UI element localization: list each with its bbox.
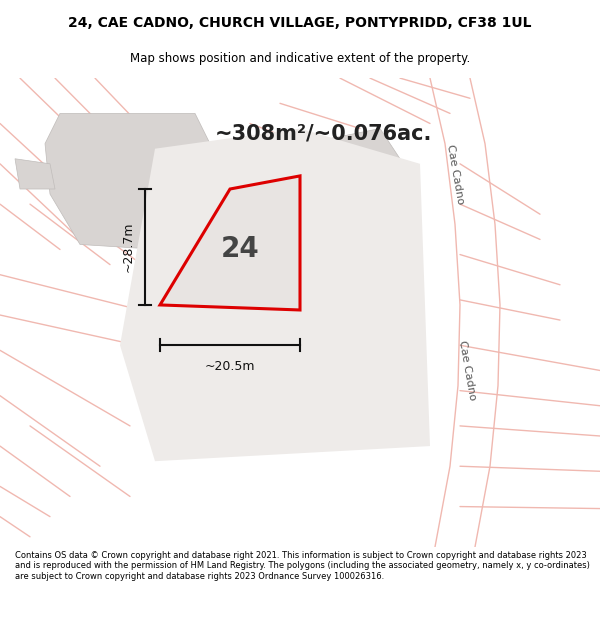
Polygon shape <box>120 129 430 461</box>
Polygon shape <box>160 176 300 310</box>
Text: Cae Cadno: Cae Cadno <box>445 143 465 204</box>
Polygon shape <box>315 204 415 297</box>
Polygon shape <box>15 159 55 189</box>
Text: Contains OS data © Crown copyright and database right 2021. This information is : Contains OS data © Crown copyright and d… <box>15 551 590 581</box>
Text: ~28.7m: ~28.7m <box>122 222 135 272</box>
Text: ~308m²/~0.076ac.: ~308m²/~0.076ac. <box>215 124 433 144</box>
Polygon shape <box>300 129 400 209</box>
Text: Map shows position and indicative extent of the property.: Map shows position and indicative extent… <box>130 52 470 65</box>
Polygon shape <box>305 295 410 381</box>
Text: ~20.5m: ~20.5m <box>205 361 255 373</box>
Text: 24: 24 <box>221 236 259 264</box>
Polygon shape <box>340 384 405 424</box>
Text: Cae Cadno: Cae Cadno <box>457 340 477 401</box>
Polygon shape <box>45 113 215 249</box>
Text: 24, CAE CADNO, CHURCH VILLAGE, PONTYPRIDD, CF38 1UL: 24, CAE CADNO, CHURCH VILLAGE, PONTYPRID… <box>68 16 532 31</box>
